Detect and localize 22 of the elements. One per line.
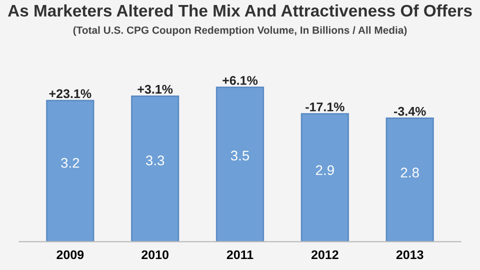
annotation: +3.1% xyxy=(138,84,173,94)
annotation: -3.4% xyxy=(394,106,426,116)
x-tick-label: 2013 xyxy=(396,250,424,260)
bar xyxy=(46,100,94,242)
bar xyxy=(216,86,264,242)
data-label: 3.5 xyxy=(230,150,250,161)
data-label: 3.2 xyxy=(61,158,80,168)
x-tick-label: 2010 xyxy=(142,250,168,260)
bar xyxy=(386,118,434,242)
annotation: +23.1% xyxy=(49,89,92,98)
data-label: 3.3 xyxy=(146,156,164,166)
x-tick-label: 2012 xyxy=(311,250,338,260)
chart-title: As Marketers Altered The Mix And Attractiveness Of Offers xyxy=(8,4,472,17)
bar xyxy=(131,95,180,242)
bar xyxy=(300,113,349,242)
x-tick-label: 2011 xyxy=(226,250,254,260)
data-label: 2.8 xyxy=(400,168,419,178)
x-tick-label: 2009 xyxy=(56,250,84,260)
chart-subtitle: (Total U.S. CPG Coupon Redemption Volume, In Billions / All Media) xyxy=(73,26,407,36)
annotation: +6.1% xyxy=(222,76,258,85)
data-label: 2.9 xyxy=(316,165,334,176)
annotation: -17.1% xyxy=(306,102,344,112)
